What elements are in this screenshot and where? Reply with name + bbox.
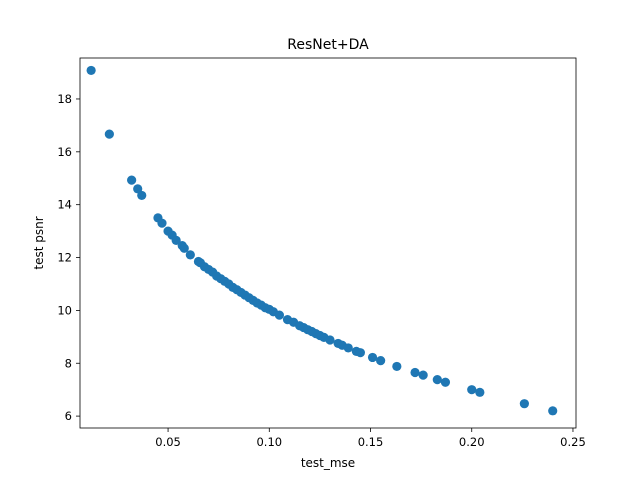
y-tick-label: 14 (57, 198, 72, 212)
scatter-point (179, 243, 189, 253)
scatter-point (367, 352, 378, 363)
scatter-point (355, 348, 365, 358)
scatter-point (440, 377, 451, 387)
scatter-point (475, 387, 485, 397)
scatter-point (127, 175, 137, 185)
scatter-point (137, 190, 147, 201)
scatter-point (171, 235, 181, 245)
scatter-point (325, 335, 335, 345)
y-tick-label: 8 (65, 356, 72, 370)
chart-title: ResNet+DA (287, 37, 369, 53)
scatter-point (410, 367, 420, 378)
scatter-point (467, 385, 477, 395)
y-tick-label: 6 (65, 409, 72, 423)
scatter-point (185, 250, 195, 260)
scatter-point (418, 370, 428, 380)
scatter-point (548, 406, 558, 416)
y-tick-label: 16 (57, 145, 72, 159)
scatter-point (392, 361, 402, 372)
points-layer (86, 65, 558, 416)
scatter-point (157, 218, 167, 228)
x-tick-label: 0.10 (256, 435, 282, 449)
x-tick-label: 0.20 (459, 435, 485, 449)
scatter-point (343, 343, 353, 353)
y-axis-label: test psnr (32, 216, 46, 269)
scatter-point (519, 399, 529, 409)
y-tick-label: 18 (57, 92, 72, 106)
scatter-point (432, 375, 442, 385)
x-tick-label: 0.05 (155, 435, 181, 449)
x-tick-label: 0.15 (358, 435, 384, 449)
y-axis: 6 8 10 12 14 16 18 (57, 92, 80, 423)
scatter-point (376, 356, 386, 366)
x-axis-label: test_mse (301, 456, 355, 470)
scatter-point (133, 184, 143, 194)
y-tick-label: 10 (57, 303, 72, 317)
x-tick-label: 0.25 (560, 435, 586, 449)
plot-frame (79, 57, 577, 429)
x-axis: 0.05 0.10 0.15 0.20 0.25 (155, 428, 586, 449)
scatter-point (274, 310, 285, 320)
scatter-point (104, 129, 114, 139)
y-tick-label: 12 (57, 251, 72, 265)
scatter-point (86, 65, 96, 76)
